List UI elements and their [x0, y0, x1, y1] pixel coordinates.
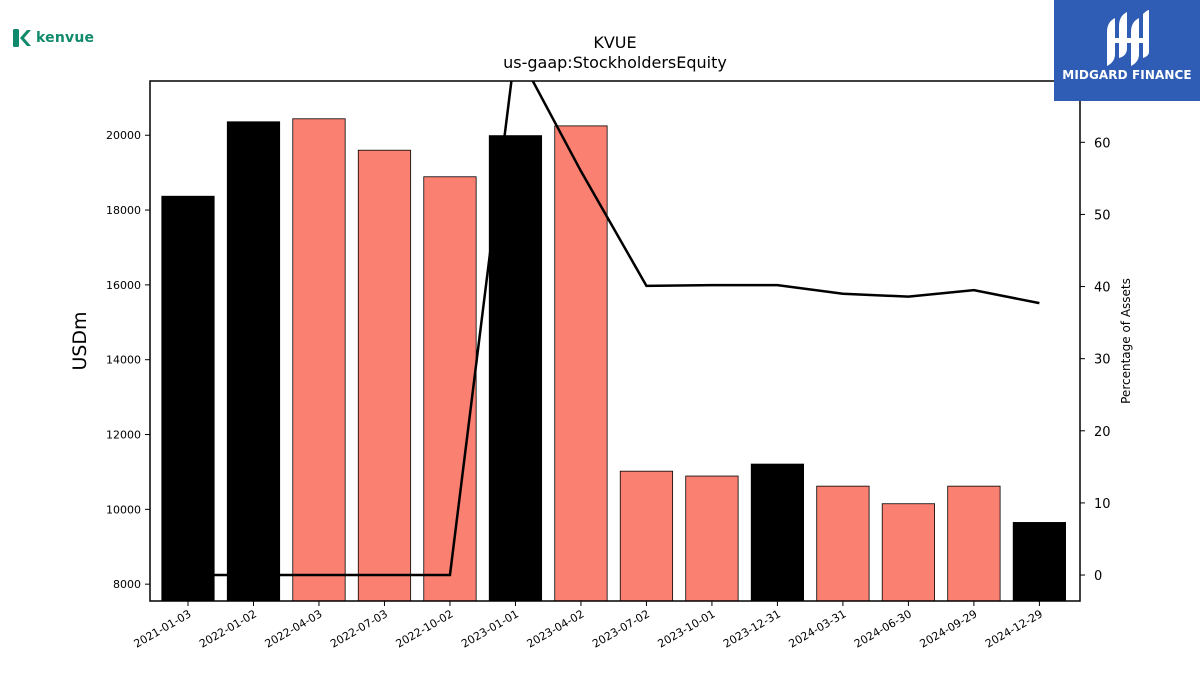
y-tick-label: 18000	[106, 204, 141, 217]
bar-2023-12-31	[750, 463, 805, 601]
line-group	[187, 81, 1040, 577]
x-tick-label: 2024-12-29	[983, 607, 1045, 650]
x-tick-label: 2021-01-03	[132, 607, 194, 650]
y-axis-label: USDm	[69, 311, 91, 370]
midgard-finance-logo: MIDGARD FINANCE	[1054, 0, 1200, 101]
y2-tick-label: 20	[1094, 425, 1111, 440]
y2-tick-label: 0	[1094, 569, 1102, 584]
x-tick-label: 2024-06-30	[852, 607, 914, 650]
x-tick-label: 2023-10-01	[656, 607, 718, 650]
bar-2022-04-03	[292, 118, 346, 601]
bar-2023-04-02	[554, 125, 608, 601]
chart-title: KVUE	[593, 33, 636, 52]
bars-group	[161, 118, 1066, 601]
chart-subtitle: us-gaap:StockholdersEquity	[503, 53, 727, 72]
y-tick-label: 8000	[113, 578, 141, 591]
bar-2023-01-01	[488, 135, 543, 601]
bar-2022-10-02	[423, 176, 477, 601]
x-tick-label: 2023-01-01	[459, 607, 521, 650]
y2-tick-label: 50	[1094, 208, 1111, 223]
plot-frame	[149, 80, 1081, 602]
kenvue-logo: kenvue	[12, 28, 94, 48]
bar-2024-09-29	[947, 485, 1001, 601]
bar-2023-07-02	[619, 470, 674, 601]
kenvue-wordmark: kenvue	[36, 30, 95, 46]
bar-2024-12-29	[1012, 522, 1066, 601]
y2-tick-label: 30	[1094, 353, 1111, 368]
y2-tick-label: 10	[1094, 497, 1111, 512]
bar-2021-01-03	[161, 195, 215, 601]
pct-of-assets-line	[187, 81, 1040, 577]
x-tick-label: 2023-04-02	[525, 607, 587, 650]
x-tick-label: 2022-07-03	[328, 607, 390, 650]
y-axis-right: 0 10 20 30 40 50 60	[1080, 136, 1111, 584]
y2-tick-label: 40	[1094, 281, 1111, 296]
y-tick-label: 16000	[106, 279, 141, 292]
y2-tick-label: 60	[1094, 136, 1111, 151]
x-tick-label: 2022-01-02	[197, 607, 259, 650]
y-axis-left: 8000 10000 12000 14000 16000 18000 20000	[106, 129, 150, 591]
bar-2024-06-30	[881, 503, 936, 601]
y-tick-label: 12000	[106, 429, 141, 442]
bar-2022-07-03	[357, 149, 412, 601]
x-tick-label: 2023-07-02	[590, 607, 652, 650]
y-tick-label: 10000	[106, 503, 141, 516]
bar-2024-03-31	[816, 485, 870, 601]
x-tick-label: 2023-12-31	[721, 607, 783, 650]
x-tick-label: 2024-03-31	[787, 607, 849, 650]
midgard-emblem-icon	[1107, 10, 1149, 66]
x-tick-label: 2022-04-03	[263, 607, 325, 650]
y-tick-label: 20000	[106, 129, 141, 142]
x-axis: 2021-01-03 2022-01-02 2022-04-03 2022-07-03…	[132, 601, 1045, 651]
x-tick-label: 2022-10-02	[394, 607, 456, 650]
x-tick-label: 2024-09-29	[918, 607, 980, 650]
y-tick-label: 14000	[106, 354, 141, 367]
y2-axis-label: Percentage of Assets	[1119, 278, 1133, 404]
kenvue-k-icon	[13, 29, 31, 47]
bar-2022-01-02	[226, 121, 281, 601]
midgard-wordmark: MIDGARD FINANCE	[1062, 68, 1192, 82]
bar-2023-10-01	[685, 475, 739, 601]
